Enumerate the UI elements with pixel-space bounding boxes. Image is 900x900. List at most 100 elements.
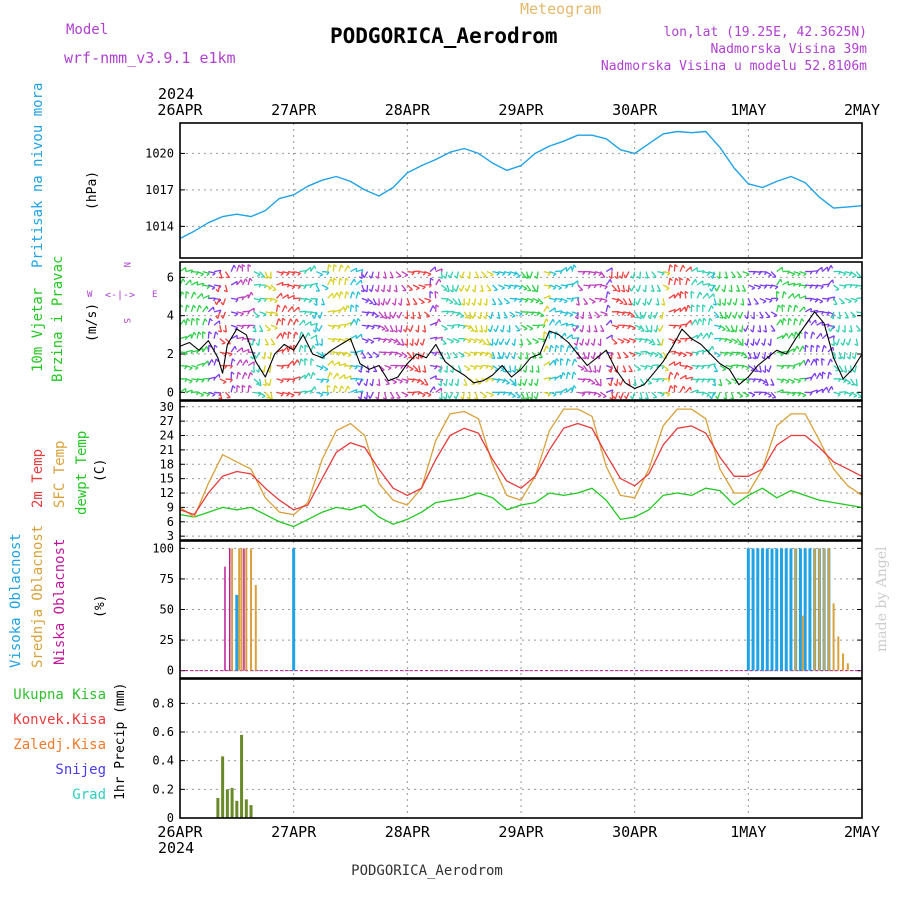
wind-barb [707, 318, 711, 326]
wind-barb-tick [266, 382, 270, 387]
wind-barb [594, 325, 598, 333]
wind-barb-tick [523, 288, 528, 291]
wind-barb [367, 297, 374, 304]
wind-barb [191, 364, 199, 369]
wind-barb-tick [419, 355, 423, 359]
wind-barb-tick [463, 383, 468, 386]
wind-barb-tick [716, 354, 721, 358]
wind-barb [367, 351, 373, 358]
time-label-bottom: 2MAY [844, 823, 880, 841]
wind-barb-tick [734, 341, 738, 345]
wind-barb [236, 347, 243, 353]
wind-barb-tick [836, 316, 841, 320]
wind-barb [617, 297, 624, 304]
wind-barb-tick [304, 357, 309, 361]
wind-barb [258, 378, 262, 386]
wind-barb-tick [758, 379, 762, 383]
wind-barb [230, 345, 236, 353]
wind-barb-tick [280, 292, 283, 297]
wind-barb [230, 280, 238, 286]
wind-barb [614, 392, 619, 400]
wind-barb [316, 391, 324, 396]
wind-barb-tick [499, 329, 504, 333]
wind-barb [315, 338, 319, 346]
wind-barb [230, 264, 235, 272]
wind-barb-tick [718, 383, 722, 387]
wind-barb-tick [797, 273, 801, 277]
wind-barb-tick [751, 394, 756, 398]
wind-barb [696, 318, 701, 326]
wind-barb-tick [304, 344, 309, 348]
wind-barb [469, 324, 475, 332]
wind-barb-tick [653, 396, 657, 399]
wind-barb [736, 351, 744, 355]
wind-barb-tick [229, 365, 233, 369]
wind-barb-tick [569, 314, 574, 317]
wind-barb [460, 284, 465, 292]
wind-barb-tick [722, 328, 726, 332]
wind-barb [702, 378, 710, 381]
wind-barb [344, 277, 347, 286]
footer-label: PODGORICA_Aerodrom [351, 863, 503, 879]
wind-barb-tick [280, 332, 283, 337]
wind-barb-tick [712, 303, 717, 306]
wind-barb [287, 331, 290, 339]
wind-barb-tick [206, 305, 209, 310]
wind-barb-tick [328, 264, 332, 268]
wind-barb-tick [853, 383, 858, 387]
wind-barb [742, 284, 747, 292]
wind-barb [742, 351, 748, 358]
wind-barb-tick [644, 339, 648, 343]
wind-barb-tick [308, 372, 311, 377]
wind-barb [401, 338, 405, 346]
wind-barb [526, 271, 529, 279]
wind-barb-tick [614, 275, 618, 280]
wind-barb [776, 266, 783, 273]
wind-barb [572, 296, 580, 300]
wind-barb [742, 270, 750, 275]
wind-barb [451, 378, 454, 386]
wind-barb [724, 271, 729, 279]
wind-barb-tick [627, 312, 631, 317]
wind-barb [287, 391, 295, 396]
wind-barb-tick [533, 382, 538, 387]
wind-barb-tick [355, 304, 360, 308]
precip-bar [221, 756, 225, 818]
wind-barb-tick [750, 368, 755, 372]
wind-barb [685, 351, 693, 355]
wind-barb [327, 338, 335, 341]
wind-barb [765, 271, 772, 276]
wind-barb-tick [575, 346, 578, 350]
wind-barb-tick [648, 329, 652, 333]
wind-barb-tick [616, 289, 621, 293]
wind-barb [406, 364, 414, 370]
wind-barb-tick [732, 302, 736, 306]
wind-barb-tick [627, 325, 631, 330]
wind-barb-tick [313, 265, 317, 270]
wind-barb-tick [343, 306, 346, 311]
wind-barb [500, 338, 505, 346]
wind-barb [356, 390, 364, 393]
wind-barb [566, 387, 573, 393]
wind-barb [648, 298, 653, 306]
wind-barb-tick [560, 357, 564, 362]
wind-barb-tick [389, 276, 394, 279]
wind-barb [338, 351, 347, 355]
wind-barb [793, 318, 796, 326]
wind-barb [702, 391, 710, 396]
wind-barb-tick [184, 352, 188, 356]
wind-barb [392, 311, 397, 319]
wind-barb [844, 270, 852, 275]
wind-barb-tick [241, 384, 246, 388]
wind-barb-tick [743, 328, 746, 332]
wind-barb [537, 311, 545, 317]
wind-barb-tick [744, 315, 748, 320]
wind-barb-tick [582, 357, 586, 360]
wind-barb [378, 311, 385, 318]
wind-barb-tick [250, 369, 255, 374]
wind-barb-tick [429, 290, 434, 294]
wind-barb-tick [374, 288, 379, 293]
wind-barb [395, 338, 401, 345]
wind-barb-tick [382, 339, 387, 343]
wind-barb-tick [193, 291, 197, 296]
